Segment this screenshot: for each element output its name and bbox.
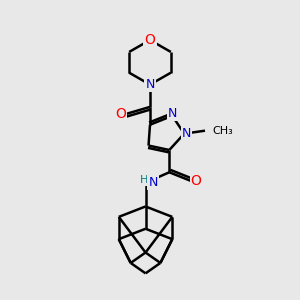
Text: O: O xyxy=(190,174,202,188)
Text: N: N xyxy=(182,127,191,140)
Text: N: N xyxy=(145,78,155,91)
Text: N: N xyxy=(168,107,178,120)
Text: O: O xyxy=(145,33,155,47)
Text: N: N xyxy=(148,176,158,189)
Text: O: O xyxy=(115,107,126,121)
Text: H: H xyxy=(140,175,148,185)
Text: CH₃: CH₃ xyxy=(212,126,233,136)
